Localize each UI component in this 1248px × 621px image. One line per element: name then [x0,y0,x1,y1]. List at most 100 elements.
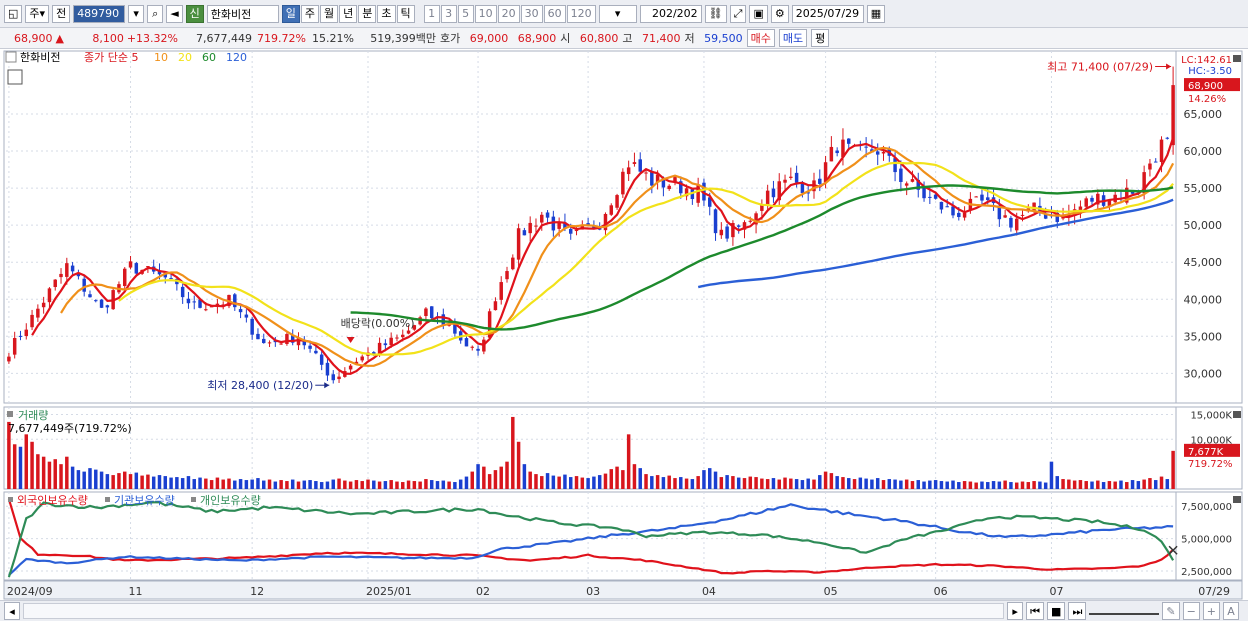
volume-bar [227,478,231,489]
volume-bar [991,481,996,489]
period-tab-주[interactable]: 주 [300,4,320,23]
candle-body [424,308,428,317]
candle-body [70,265,75,272]
volume-bar [1026,482,1031,489]
candle-body [76,274,81,277]
date-field[interactable]: 2025/07/29 [791,4,864,23]
stock-name-field[interactable]: 한화비전 [206,4,279,23]
search-icon[interactable]: ⌕ [147,4,164,23]
candle-body [962,212,967,218]
market-select[interactable]: 주 ▾ [25,4,50,23]
last-page-icon[interactable]: ⏭ [1068,602,1087,620]
save-icon[interactable]: ▣ [749,4,768,23]
zoom-slider[interactable] [1089,607,1160,615]
candle-body [644,172,648,174]
stop-icon[interactable]: ■ [1047,602,1066,620]
scroll-track[interactable] [23,603,1005,619]
volume-bar [1171,450,1175,489]
period-tab-월[interactable]: 월 [320,4,339,23]
volume-bar [800,480,805,489]
volume-bar [117,473,121,489]
preset-3[interactable]: 3 [440,4,457,23]
candle-body [568,228,573,234]
preset-10[interactable]: 10 [474,4,497,23]
candle-body [725,226,729,239]
preset-30[interactable]: 30 [520,4,543,23]
sell-button[interactable]: 매도 [778,29,808,47]
volume-bar [887,479,892,489]
candle-body [267,342,272,344]
volume-bar [1067,479,1071,489]
preset-1[interactable]: 1 [423,4,440,23]
candle-body [632,162,637,164]
volume-bar [835,476,839,489]
price-tick-label: 30,000 [1184,367,1223,380]
legend-stock-name: 한화비전 [20,51,60,64]
period-tab-분[interactable]: 분 [358,4,377,23]
buy-button[interactable]: 매수 [746,29,775,47]
zoom-out-icon[interactable]: − [1182,602,1200,620]
dropdown-icon[interactable]: ▾ [128,4,145,23]
current-price-value: 68,900 [14,31,53,45]
preset-60[interactable]: 60 [543,4,566,23]
chart-svg[interactable]: 30,000 35,000 40,000 45,000 50,000 55,000 60,0… [0,49,1248,600]
volume-bar [806,478,810,489]
volume-bar [928,480,932,489]
candle-body [1078,206,1083,213]
volume-bar [852,479,857,489]
count-field[interactable]: 202/202 [639,4,702,23]
preset-20[interactable]: 20 [497,4,520,23]
volume-bar [760,478,764,489]
candle-body [487,311,492,338]
stock-code-input[interactable]: 489790 [73,4,126,23]
volume-bar [1136,481,1141,489]
count-value: 202 [651,7,673,20]
volume-bar [922,481,926,489]
prev-button[interactable]: 전 [52,4,71,23]
preset-dropdown[interactable]: ▾ [598,4,637,23]
calendar-icon[interactable]: ▦ [866,4,886,23]
preset-5[interactable]: 5 [457,4,474,23]
volume-bar [592,476,596,489]
volume-bar [331,479,335,489]
zoom-in-icon[interactable]: + [1202,602,1220,620]
volume-bar [319,482,324,489]
candle-body [99,299,104,308]
period-tab-일[interactable]: 일 [281,4,300,23]
volume-bar [626,434,631,489]
expand-icon[interactable]: ⤢ [729,4,747,23]
scroll-right-icon[interactable]: ▸ [1007,602,1024,620]
scroll-left-icon[interactable]: ◂ [4,602,20,620]
text-tool-icon[interactable]: A [1223,602,1239,620]
candle-body [198,299,202,308]
candle-body [389,337,393,346]
volume-bar [974,482,978,489]
pane-menu-icon [1233,55,1241,62]
volume-bar [262,480,266,489]
period-tab-초[interactable]: 초 [377,4,396,23]
window-icon[interactable]: ◱ [4,4,23,23]
chart-area[interactable]: 30,000 35,000 40,000 45,000 50,000 55,000 60,0… [0,49,1248,600]
candle-body [163,272,168,278]
volume-bar [1107,481,1112,489]
gear-icon[interactable]: ⚙ [770,4,789,23]
x-tick-label: 06 [934,585,948,598]
volume-bar [1014,482,1019,489]
preset-120[interactable]: 120 [566,4,596,23]
period-tab-틱[interactable]: 틱 [396,4,415,23]
candle-body [638,159,642,172]
period-tab-년[interactable]: 년 [339,4,358,23]
candle-body [279,343,283,345]
volume-tick-label: 10,000K [1190,435,1232,446]
eval-button[interactable]: 평 [811,29,830,47]
first-page-icon[interactable]: ⏮ [1026,602,1045,620]
candle-body [1055,212,1059,222]
volume-bar [1009,482,1013,489]
volume-bar [563,474,567,489]
candle-body [128,261,133,268]
volume-bar [748,476,753,489]
drawing-tools-icon[interactable]: ✎ [1162,602,1180,620]
link-icon[interactable]: ⛓ [704,4,727,23]
speaker-icon[interactable]: ◄ [166,4,183,23]
candle-body [464,338,469,347]
